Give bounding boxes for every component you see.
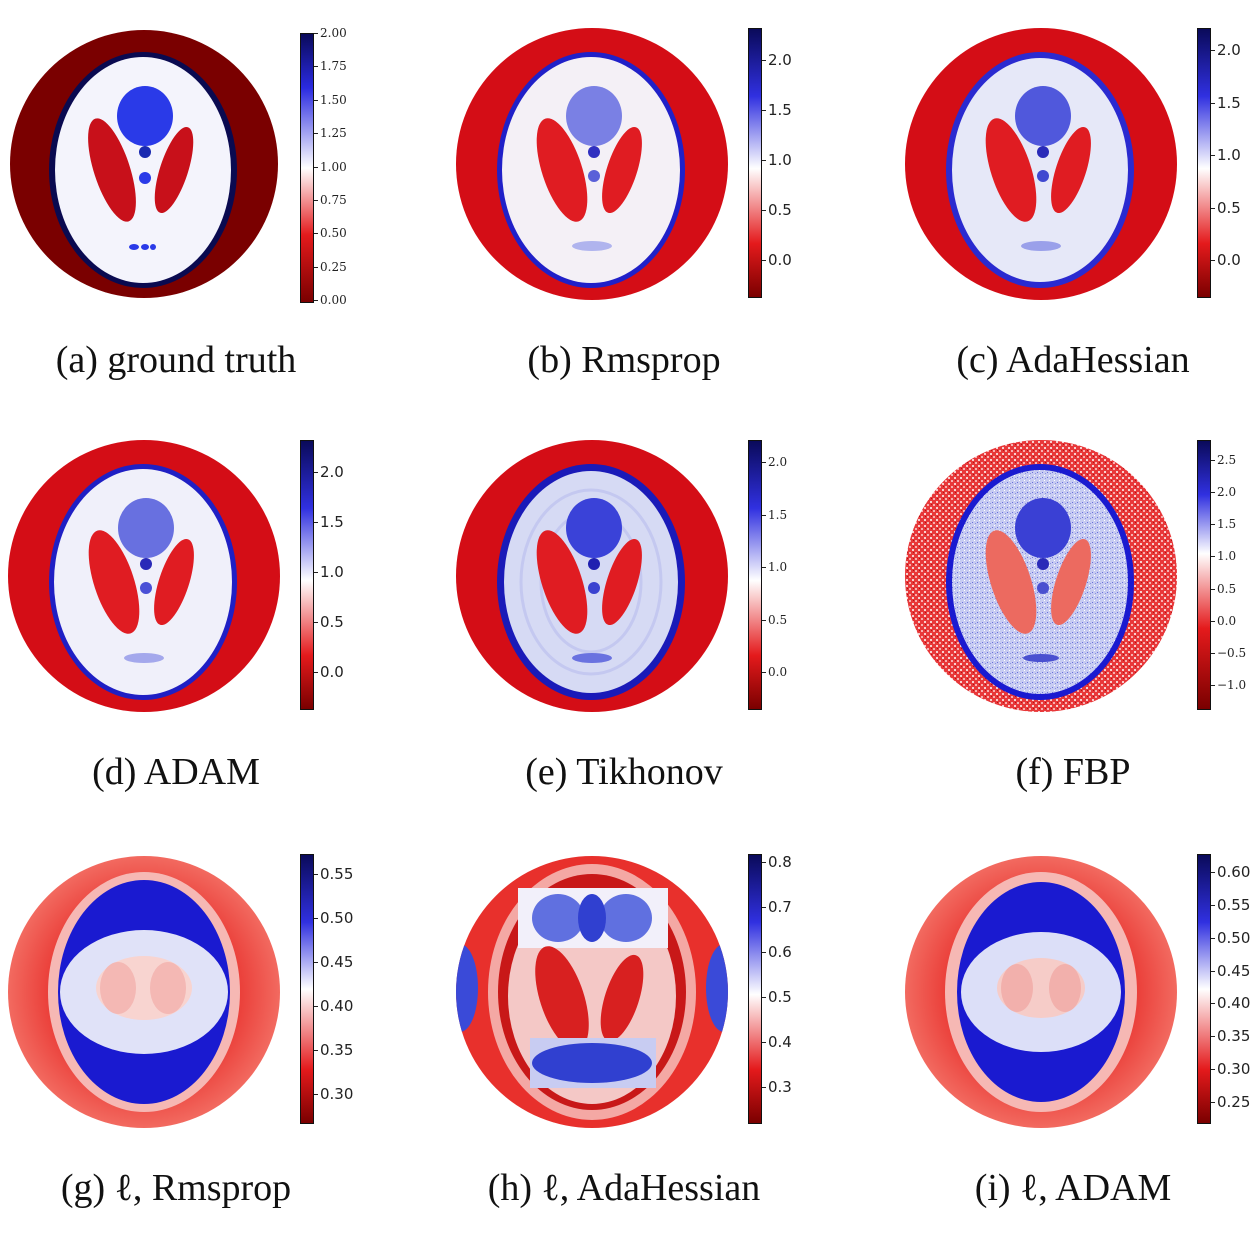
- colorbar-tick-label: 0.5: [762, 203, 792, 217]
- reconstruction-image: [456, 440, 728, 712]
- colorbar-tick-label: 0.5: [314, 615, 344, 629]
- caption: (f) FBP: [1015, 751, 1131, 793]
- colorbar-tick-label: 0.0: [762, 253, 792, 267]
- colorbar-tick-label: 0.0: [314, 665, 344, 679]
- panel-adam: (d) ADAM 2.0 1.5 1.0 0.5 0.0: [0, 432, 400, 832]
- colorbar-tick-label: 1.0: [1211, 549, 1236, 563]
- colorbar-tick-label: 0.40: [1211, 996, 1250, 1010]
- colorbar: [748, 440, 762, 710]
- colorbar-tick-label: 0.50: [1211, 931, 1250, 945]
- caption: (b) Rmsprop: [527, 339, 721, 381]
- panel-ell-adahessian: (h) ℓ, AdaHessian 0.8 0.7 0.6 0.5 0.4 0.3: [448, 848, 848, 1248]
- colorbar: [300, 440, 314, 710]
- colorbar-tick-label: 0.0: [1211, 253, 1241, 267]
- reconstruction-image: [905, 440, 1177, 712]
- colorbar-tick-label: 0.30: [1211, 1062, 1250, 1076]
- colorbar-tick-label: 1.50: [314, 93, 347, 107]
- caption: (d) ADAM: [92, 751, 260, 793]
- colorbar: [1197, 28, 1211, 298]
- colorbar-tick-label: 1.00: [314, 160, 347, 174]
- ell-image: [905, 856, 1177, 1128]
- colorbar: [748, 854, 762, 1124]
- colorbar-tick-label: 0.55: [314, 867, 353, 881]
- colorbar: [748, 28, 762, 298]
- colorbar-tick-label: 1.5: [1211, 517, 1236, 531]
- colorbar-tick-label: −1.0: [1211, 678, 1246, 692]
- colorbar-tick-label: 0.4: [762, 1035, 792, 1049]
- colorbar-tick-label: 0.50: [314, 911, 353, 925]
- colorbar-tick-label: 2.0: [762, 455, 787, 469]
- colorbar-tick-label: 0.00: [314, 293, 347, 307]
- colorbar-tick-label: 1.5: [762, 103, 792, 117]
- colorbar-tick-label: 2.0: [762, 53, 792, 67]
- colorbar: [1197, 854, 1211, 1124]
- colorbar-tick-label: 1.0: [762, 153, 792, 167]
- colorbar-tick-label: 0.8: [762, 855, 792, 869]
- colorbar-tick-label: 2.0: [1211, 485, 1236, 499]
- panel-tikhonov: (e) Tikhonov 2.0 1.5 1.0 0.5 0.0: [448, 432, 848, 832]
- colorbar-tick-label: 0.25: [314, 260, 347, 274]
- panel-adahessian: (c) AdaHessian 2.0 1.5 1.0 0.5 0.0: [897, 20, 1252, 420]
- panel-ground-truth: (a) ground truth 2.00 1.75 1.50 1.25 1.00 0.7…: [0, 20, 400, 420]
- colorbar-tick-label: 1.5: [314, 515, 344, 529]
- colorbar-tick-label: 1.5: [762, 508, 787, 522]
- colorbar-tick-label: 0.0: [762, 665, 787, 679]
- phantom-image: [10, 30, 278, 298]
- colorbar-tick-label: 0.5: [1211, 582, 1236, 596]
- colorbar-tick-label: 1.75: [314, 59, 347, 73]
- colorbar-tick-label: 1.25: [314, 126, 347, 140]
- caption: (g) ℓ, Rmsprop: [60, 1167, 292, 1209]
- caption: (a) ground truth: [55, 339, 297, 381]
- colorbar-tick-label: 0.40: [314, 999, 353, 1013]
- panel-rmsprop: (b) Rmsprop 2.0 1.5 1.0 0.5 0.0: [448, 20, 848, 420]
- colorbar-tick-label: 0.35: [314, 1043, 353, 1057]
- colorbar-tick-label: 0.75: [314, 193, 347, 207]
- colorbar-tick-label: 2.5: [1211, 453, 1236, 467]
- colorbar-tick-label: 0.5: [1211, 201, 1241, 215]
- colorbar-tick-label: 0.30: [314, 1087, 353, 1101]
- colorbar-tick-label: 0.25: [1211, 1095, 1250, 1109]
- colorbar: [1197, 440, 1211, 710]
- colorbar-tick-label: 1.0: [314, 565, 344, 579]
- colorbar-tick-label: 0.45: [314, 955, 353, 969]
- colorbar-tick-label: 1.0: [1211, 148, 1241, 162]
- ell-image: [8, 856, 280, 1128]
- ell-image: [456, 856, 728, 1128]
- panel-ell-rmsprop: (g) ℓ, Rmsprop 0.55 0.50 0.45 0.40 0.35 0.30: [0, 848, 400, 1248]
- colorbar-tick-label: 2.0: [314, 465, 344, 479]
- caption: (i) ℓ, ADAM: [974, 1167, 1172, 1209]
- colorbar-tick-label: 0.55: [1211, 898, 1250, 912]
- caption: (e) Tikhonov: [525, 751, 723, 793]
- colorbar-tick-label: 0.6: [762, 945, 792, 959]
- colorbar-tick-label: 2.0: [1211, 43, 1241, 57]
- colorbar-tick-label: 0.45: [1211, 964, 1250, 978]
- colorbar-tick-label: 0.7: [762, 900, 792, 914]
- colorbar: [300, 854, 314, 1124]
- caption: (c) AdaHessian: [956, 339, 1190, 381]
- colorbar-tick-label: 1.0: [762, 560, 787, 574]
- colorbar: [300, 33, 314, 303]
- reconstruction-image: [8, 440, 280, 712]
- colorbar-tick-label: 0.5: [762, 613, 787, 627]
- colorbar-tick-label: 0.35: [1211, 1029, 1250, 1043]
- colorbar-tick-label: 0.0: [1211, 614, 1236, 628]
- colorbar-tick-label: 0.5: [762, 990, 792, 1004]
- colorbar-tick-label: 1.5: [1211, 96, 1241, 110]
- panel-fbp: (f) FBP 2.5 2.0 1.5 1.0 0.5 0.0 −0.5 −1.0: [897, 432, 1252, 832]
- colorbar-tick-label: 0.60: [1211, 865, 1250, 879]
- colorbar-tick-label: 0.50: [314, 226, 347, 240]
- colorbar-tick-label: −0.5: [1211, 646, 1246, 660]
- reconstruction-image: [905, 28, 1177, 300]
- colorbar-tick-label: 0.3: [762, 1080, 792, 1094]
- panel-ell-adam: (i) ℓ, ADAM 0.60 0.55 0.50 0.45 0.40 0.35 0.30…: [897, 848, 1252, 1248]
- caption: (h) ℓ, AdaHessian: [487, 1167, 761, 1209]
- colorbar-tick-label: 2.00: [314, 26, 347, 40]
- reconstruction-image: [456, 28, 728, 300]
